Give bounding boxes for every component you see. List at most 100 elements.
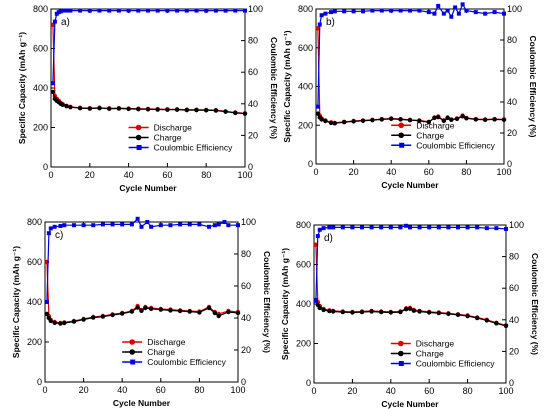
data-point (329, 10, 334, 15)
data-point (417, 118, 422, 123)
x-tick-label: 80 (463, 386, 473, 396)
data-point (62, 320, 67, 326)
data-point (243, 8, 247, 13)
data-point (315, 111, 321, 116)
data-point (475, 225, 480, 230)
data-point (408, 225, 412, 230)
data-point (174, 107, 180, 112)
legend-marker (129, 339, 135, 345)
x-tick-label: 60 (424, 386, 434, 396)
data-point (389, 8, 394, 13)
data-point (342, 119, 347, 125)
data-point (332, 121, 337, 126)
y2-tick-label: 60 (241, 281, 251, 291)
data-point (216, 222, 221, 227)
data-point (50, 22, 56, 27)
data-point (71, 223, 76, 228)
y2-axis-label: Coulombic Efficiency (%) (528, 35, 538, 137)
series-line-2 (315, 225, 507, 301)
legend-label: Coulombic Efficiency (416, 359, 495, 369)
data-point (436, 3, 441, 8)
data-point (110, 312, 115, 318)
data-point (197, 310, 202, 315)
y-tick-label: 400 (298, 82, 313, 92)
data-point (313, 298, 318, 303)
y-tick-label: 600 (298, 43, 313, 53)
x-axis-label: Cycle Number (381, 180, 439, 190)
legend-label: Coulombic Efficiency (154, 143, 233, 153)
data-point (178, 222, 183, 227)
y2-tick-label: 0 (507, 159, 512, 169)
x-tick-label: 40 (386, 167, 396, 177)
data-point (242, 111, 248, 116)
data-point (175, 8, 180, 13)
x-tick-label: 0 (311, 386, 316, 396)
data-point (449, 14, 454, 19)
data-point (206, 305, 212, 311)
data-point (212, 310, 218, 316)
data-point (446, 311, 451, 317)
series-line-0 (52, 24, 246, 114)
data-point (81, 223, 86, 228)
data-point (213, 108, 219, 113)
data-point (436, 310, 441, 316)
y2-tick-label: 0 (509, 378, 514, 388)
x-tick-label: 0 (42, 385, 47, 395)
data-point (501, 117, 507, 123)
data-point (465, 225, 470, 230)
data-point (328, 120, 334, 126)
y-tick-label: 400 (296, 299, 311, 309)
data-point (87, 106, 93, 111)
data-point (323, 118, 328, 124)
y2-tick-label: 40 (509, 315, 519, 325)
data-point (427, 310, 432, 315)
data-point (319, 117, 324, 122)
data-point (146, 8, 150, 13)
legend-marker (399, 142, 405, 148)
legend-label: Coulombic Efficiency (416, 140, 495, 150)
y-tick-label: 600 (33, 44, 48, 54)
x-tick-label: 20 (85, 170, 95, 180)
data-point (52, 224, 57, 229)
data-point (78, 8, 83, 13)
legend-marker (136, 145, 142, 150)
data-point (484, 318, 489, 323)
data-point (62, 223, 67, 228)
data-point (136, 106, 141, 112)
y2-axis-label: Coulombic Efficiency (%) (262, 251, 272, 353)
x-tick-label: 80 (201, 170, 211, 180)
data-point (327, 225, 332, 230)
data-point (492, 117, 497, 122)
data-point (226, 223, 231, 228)
data-point (456, 225, 460, 230)
data-point (417, 309, 422, 314)
legend-marker (135, 124, 142, 131)
data-point (455, 312, 461, 318)
y-tick-label: 0 (306, 378, 311, 388)
data-point (187, 309, 192, 314)
data-point (212, 223, 217, 228)
data-point (64, 103, 69, 109)
data-point (81, 317, 86, 322)
data-point (494, 226, 499, 231)
x-axis-label: Cycle Number (119, 183, 177, 193)
data-point (454, 116, 460, 122)
x-tick-label: 20 (347, 386, 357, 396)
data-point (71, 319, 77, 324)
panel-label: c) (55, 230, 63, 241)
data-point (216, 313, 221, 319)
data-point (445, 8, 450, 13)
data-point (475, 315, 480, 321)
data-point (91, 223, 96, 228)
data-point (223, 109, 228, 114)
x-tick-label: 40 (386, 386, 396, 396)
data-point (398, 117, 403, 122)
y2-tick-label: 20 (248, 130, 258, 140)
y-tick-label: 600 (27, 257, 42, 267)
y2-tick-label: 60 (507, 66, 517, 76)
y-tick-label: 600 (296, 260, 311, 270)
y2-tick-label: 40 (248, 99, 258, 109)
data-point (473, 10, 478, 15)
data-point (331, 225, 336, 230)
